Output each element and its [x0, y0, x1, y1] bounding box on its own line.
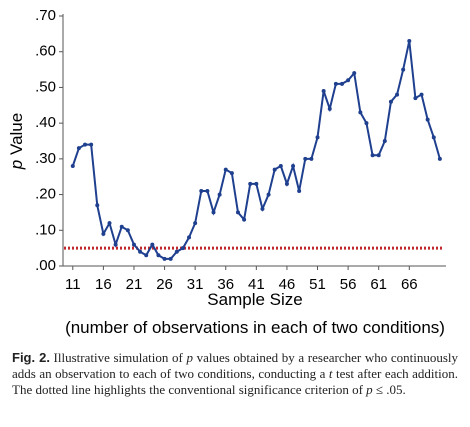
- point: [217, 192, 222, 197]
- point: [131, 242, 136, 247]
- caption-label: Fig. 2.: [12, 350, 50, 365]
- caption: Fig. 2. Illustrative simulation of p val…: [12, 350, 458, 398]
- x-tick-label: 26: [156, 276, 173, 293]
- point: [419, 92, 424, 97]
- chart: Sample Size (number of observations in e…: [7, 7, 446, 337]
- point: [370, 153, 375, 158]
- point: [291, 164, 296, 168]
- point: [229, 171, 234, 176]
- point: [266, 192, 271, 197]
- x-tick-label: 51: [309, 276, 326, 293]
- point: [76, 146, 81, 151]
- y-label-text: Value: [7, 113, 26, 160]
- point: [113, 242, 118, 247]
- point: [235, 210, 240, 215]
- point: [407, 39, 412, 43]
- point: [364, 121, 369, 126]
- point: [321, 89, 326, 93]
- caption-text: ≤ .05.: [372, 382, 406, 397]
- x-tick-label: 36: [217, 276, 234, 293]
- point: [376, 153, 381, 158]
- point: [162, 256, 167, 261]
- point: [174, 249, 179, 254]
- point: [223, 167, 228, 172]
- point: [431, 135, 436, 140]
- point: [272, 167, 277, 172]
- y-tick-label: .70: [35, 7, 56, 24]
- point: [242, 217, 247, 222]
- point: [278, 164, 283, 168]
- x-tick-label: 66: [401, 276, 418, 293]
- point: [395, 92, 400, 97]
- point: [89, 142, 94, 147]
- y-tick-label: .60: [35, 43, 56, 60]
- caption-text: Illustrative simulation of: [49, 350, 187, 365]
- y-tick-label: .20: [35, 186, 56, 203]
- point: [401, 67, 406, 72]
- point: [168, 256, 173, 261]
- point: [303, 156, 308, 161]
- point: [339, 81, 344, 86]
- point: [254, 181, 259, 186]
- point: [248, 181, 253, 186]
- point: [199, 189, 204, 193]
- point: [327, 106, 332, 111]
- x-tick-label: 46: [279, 276, 296, 293]
- point: [156, 253, 161, 258]
- x-tick-label: 16: [95, 276, 112, 293]
- point: [388, 99, 393, 104]
- point: [297, 189, 302, 193]
- point: [309, 156, 314, 161]
- point: [284, 181, 289, 186]
- point: [193, 221, 198, 226]
- caption-text: values obtained by a researcher who cont…: [12, 350, 458, 381]
- point: [107, 221, 112, 226]
- point: [315, 135, 320, 140]
- y-tick-label: .30: [35, 150, 56, 167]
- caption-italic: p: [186, 350, 193, 365]
- point: [211, 210, 216, 215]
- x-tick-label: 61: [370, 276, 387, 293]
- x-axis-label: Sample Size: [207, 290, 302, 309]
- point: [150, 242, 155, 247]
- x-tick-label: 21: [126, 276, 143, 293]
- point: [70, 164, 75, 168]
- caption-italic: t: [328, 366, 333, 381]
- point: [425, 117, 430, 122]
- point: [382, 139, 387, 143]
- point: [358, 110, 363, 115]
- x-axis-sublabel: (number of observations in each of two c…: [65, 318, 445, 337]
- point: [346, 78, 351, 83]
- point: [144, 253, 149, 258]
- y-tick-label: .40: [35, 114, 56, 131]
- point: [125, 228, 130, 233]
- point: [101, 231, 106, 236]
- point: [413, 96, 418, 101]
- series-line: [71, 40, 441, 260]
- y-label-italic: p: [7, 160, 26, 170]
- point: [205, 189, 210, 193]
- point: [352, 71, 357, 76]
- x-tick-label: 31: [187, 276, 204, 293]
- y-axis-label: p Value: [7, 113, 26, 170]
- point: [180, 246, 185, 251]
- y-tick-label: .10: [35, 221, 56, 238]
- y-tick-label: .00: [35, 257, 56, 274]
- x-tick-label: 56: [340, 276, 357, 293]
- point: [119, 224, 124, 229]
- y-tick-label: .50: [35, 78, 56, 95]
- caption-text: test after each addition. The dotted lin…: [12, 366, 458, 397]
- point: [83, 142, 88, 147]
- x-tick-label: 41: [248, 276, 265, 293]
- caption-italic: p: [366, 382, 373, 397]
- point: [260, 206, 265, 211]
- x-tick-label: 11: [65, 276, 81, 293]
- point: [95, 203, 100, 208]
- point: [138, 249, 143, 254]
- point: [437, 156, 442, 161]
- point: [187, 235, 192, 240]
- point: [333, 81, 338, 86]
